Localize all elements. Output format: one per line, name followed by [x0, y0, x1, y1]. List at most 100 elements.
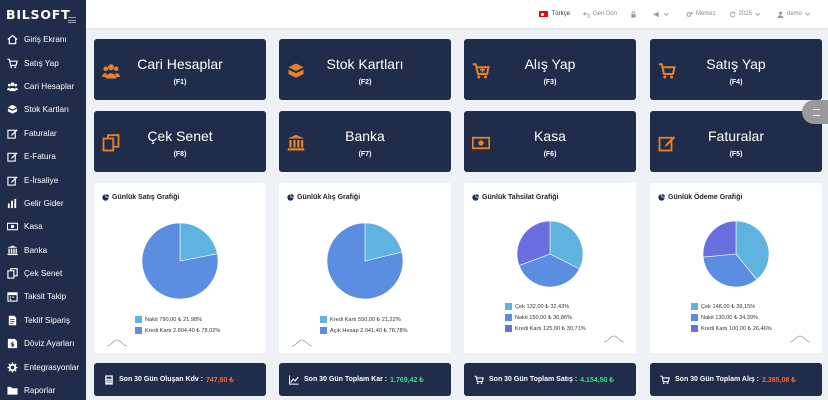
pie-slice[interactable] — [141, 222, 219, 300]
legend-entry[interactable]: Kredi Kartı 100,00 ₺ 26,46% — [691, 323, 772, 334]
edit-icon — [7, 175, 18, 186]
document-icon — [8, 315, 17, 326]
chart-title: Günlük Ödeme Grafiği — [658, 194, 742, 201]
sidebar-item-label: Satış Yap — [24, 58, 59, 68]
pie-slice[interactable] — [702, 253, 758, 288]
legend-entry[interactable]: Nakit 790,00 ₺ 21,98% — [135, 314, 220, 325]
lock-icon — [631, 10, 636, 18]
sidebar-item[interactable]: E-İrsaliye — [0, 168, 86, 191]
legend-entry[interactable]: Kredi Kartı 550,00 ₺ 21,22% — [320, 314, 408, 325]
pie-slice[interactable] — [179, 222, 218, 262]
user-label: demo — [786, 11, 802, 17]
user-menu[interactable]: demo — [777, 11, 814, 18]
pie-slice[interactable] — [549, 220, 584, 270]
legend-entry[interactable]: Kredi Kartı 2.804,40 ₺ 78,02% — [135, 325, 220, 336]
legend-entry[interactable]: Çek 148,00 ₺ 39,15% — [691, 301, 772, 312]
sidebar-item-label: Entegrasyonlar — [24, 362, 80, 372]
legend-label: Kredi Kartı 100,00 ₺ 26,46% — [701, 325, 772, 332]
sidebar-item[interactable]: Faturalar — [0, 122, 86, 145]
legend-label: Nakit 130,00 ₺ 34,39% — [701, 314, 759, 321]
tile-icon-wrap — [658, 134, 676, 152]
chart-title-text: Günlük Alış Grafiği — [297, 194, 361, 201]
pie-chart — [326, 222, 404, 300]
sidebar-item-label: Raporlar — [24, 386, 56, 396]
sidebar-item[interactable]: Satış Yap — [0, 51, 86, 74]
sidebar-item-label: Döviz Ayarları — [24, 339, 75, 349]
summary-label: Son 30 Gün Oluşan Kdv : — [119, 376, 204, 383]
sidebar-item[interactable]: Banka — [0, 239, 86, 262]
sidebar-item[interactable]: Gelir Gider — [0, 192, 86, 215]
announcements-button[interactable] — [653, 11, 673, 18]
svg-text:$: $ — [10, 341, 15, 349]
sidebar-item[interactable]: Entegrasyonlar — [0, 355, 86, 378]
tile-icon-wrap — [287, 62, 305, 78]
shortcut-tile[interactable]: Kasa (F6) — [464, 111, 636, 172]
legend-swatch — [691, 314, 698, 321]
pie-slice[interactable] — [518, 253, 580, 288]
chart-export-icon[interactable] — [292, 339, 312, 347]
legend-entry[interactable]: Nakit 130,00 ₺ 34,39% — [691, 312, 772, 323]
legend-swatch — [135, 316, 142, 323]
sidebar-item-label: Çek Senet — [24, 269, 63, 279]
sidebar-item-label: Stok Kartları — [24, 105, 70, 115]
legend-entry[interactable]: Açık Hesap 2.041,40 ₺ 78,78% — [320, 325, 408, 336]
shortcut-tile[interactable]: Banka (F7) — [279, 111, 451, 172]
pie-slice[interactable] — [735, 220, 770, 281]
sidebar-item-icon-wrap — [7, 175, 18, 186]
money-icon — [7, 223, 18, 231]
sidebar-item[interactable]: Stok Kartları — [0, 98, 86, 121]
sidebar: BILSOFT Giriş Ekranı Satış Yap Cari Hesapl… — [0, 0, 86, 400]
sidebar-item[interactable]: Çek Senet — [0, 262, 86, 285]
shortcut-tile[interactable]: Alış Yap (F3) — [464, 39, 636, 100]
chart-export-icon[interactable] — [107, 339, 127, 347]
shortcut-tile[interactable]: Çek Senet (F8) — [94, 111, 266, 172]
chart-title-text: Günlük Ödeme Grafiği — [668, 194, 743, 201]
legend-entry[interactable]: Kredi Kartı 125,00 ₺ 30,71% — [505, 323, 586, 334]
home-icon — [7, 34, 18, 45]
sidebar-item[interactable]: Raporlar — [0, 379, 86, 400]
legend-entry[interactable]: Nakit 150,00 ₺ 36,86% — [505, 312, 586, 323]
lock-button[interactable] — [630, 10, 640, 18]
chart-export-icon[interactable] — [790, 335, 810, 343]
shortcut-tile[interactable]: Satış Yap (F4) — [650, 39, 822, 100]
pie-slice[interactable] — [326, 222, 404, 300]
boxes-icon — [288, 63, 304, 78]
tile-label: Banka — [345, 128, 385, 144]
branch-selector[interactable]: Merkez — [686, 11, 716, 18]
pie-chart — [702, 220, 770, 288]
sidebar-item[interactable]: $ Döviz Ayarları — [0, 332, 86, 355]
summary-bar: Son 30 Gün Oluşan Kdv :747,80 ₺ — [94, 363, 266, 396]
sidebar-item[interactable]: Giriş Ekranı — [0, 28, 86, 51]
tile-shortcut-key: (F2) — [358, 79, 372, 86]
menu-toggle-icon[interactable] — [68, 17, 76, 23]
summary-bar: Son 30 Gün Toplam Kar :1.769,42 ₺ — [279, 363, 451, 396]
pie-slice[interactable] — [364, 222, 403, 262]
sidebar-item[interactable]: Cari Hesaplar — [0, 75, 86, 98]
sidebar-item[interactable]: E-Fatura — [0, 145, 86, 168]
pie-slice[interactable] — [702, 220, 737, 258]
sidebar-item[interactable]: Taksit Takip — [0, 285, 86, 308]
year-selector[interactable]: 2025 — [729, 10, 764, 18]
settings-panel-toggle[interactable] — [802, 100, 828, 124]
legend-label: Kredi Kartı 125,00 ₺ 30,71% — [515, 325, 586, 332]
back-button[interactable]: Geri Dön — [583, 11, 617, 18]
calculator-icon — [105, 374, 113, 385]
shortcut-tile[interactable]: Stok Kartları (F2) — [279, 39, 451, 100]
chart-export-icon[interactable] — [604, 335, 624, 343]
sidebar-item-icon-wrap — [7, 198, 18, 209]
shortcut-tile[interactable]: Faturalar (F5) — [650, 111, 822, 172]
chart-title: Günlük Satış Grafiği — [102, 194, 179, 201]
sidebar-item[interactable]: Teklif Sipariş — [0, 309, 86, 332]
chevron-down-icon — [805, 12, 810, 16]
sidebar-item[interactable]: Kasa — [0, 215, 86, 238]
sidebar-item-label: Kasa — [24, 222, 43, 232]
legend-entry[interactable]: Çek 132,00 ₺ 32,43% — [505, 301, 586, 312]
shortcut-tile[interactable]: Cari Hesaplar (F1) — [94, 39, 266, 100]
sidebar-item-label: E-İrsaliye — [24, 175, 59, 185]
back-label: Geri Dön — [592, 11, 617, 17]
sidebar-item-icon-wrap — [7, 315, 18, 326]
chart-title-text: Günlük Satış Grafiği — [112, 194, 180, 201]
language-selector[interactable]: Türkçe — [538, 11, 570, 17]
pie-slice[interactable] — [516, 220, 551, 266]
sidebar-item-icon-wrap — [7, 151, 18, 162]
